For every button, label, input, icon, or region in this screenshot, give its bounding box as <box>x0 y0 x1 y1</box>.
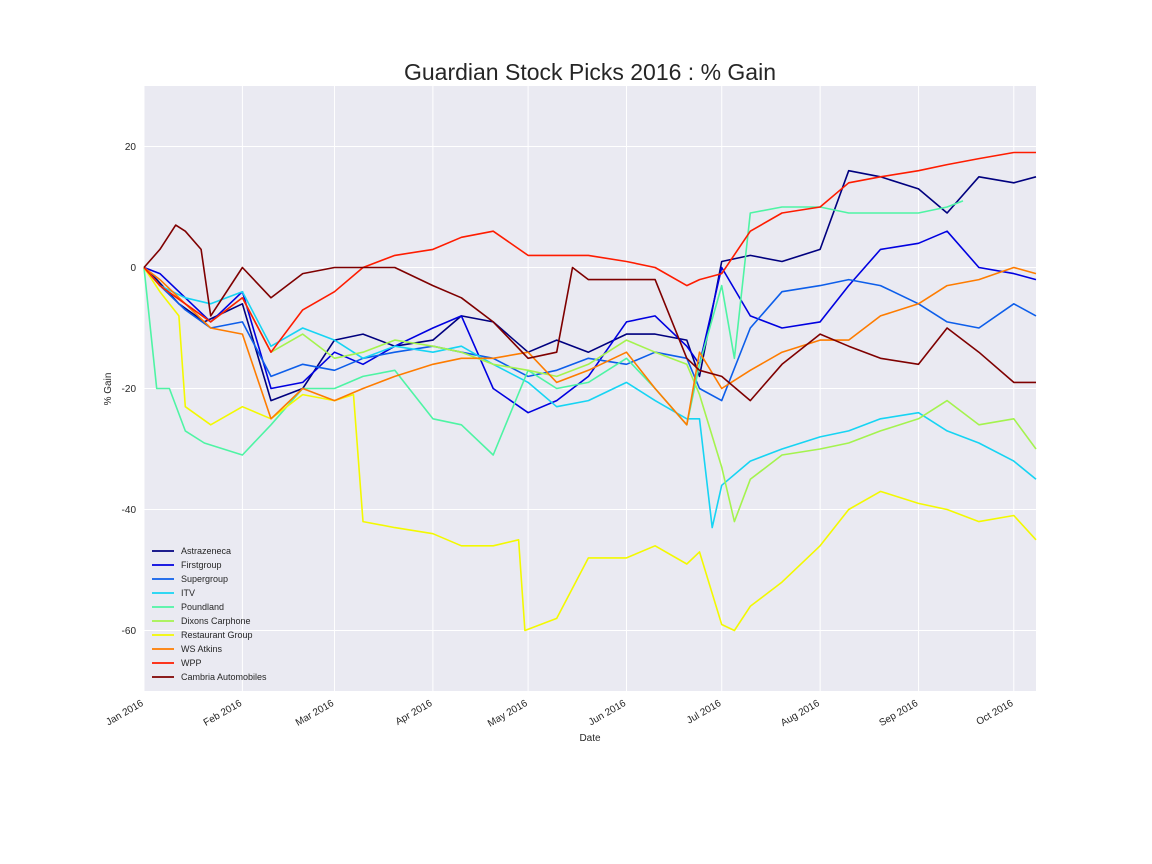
legend-label-poundland: Poundland <box>181 602 224 612</box>
y-tick-label: -20 <box>122 384 137 395</box>
x-tick-label: Oct 2016 <box>975 698 1016 728</box>
x-tick-label: Mar 2016 <box>294 698 336 729</box>
x-tick-label: Sep 2016 <box>877 698 920 729</box>
legend-label-itv: ITV <box>181 588 195 598</box>
legend-label-cambria-automobiles: Cambria Automobiles <box>181 672 267 682</box>
y-tick-label: 20 <box>125 142 137 153</box>
chart-title: Guardian Stock Picks 2016 : % Gain <box>404 59 776 85</box>
series-line-cambria-automobiles <box>143 224 1036 402</box>
x-tick-label: Jun 2016 <box>587 698 629 728</box>
y-tick-label: -60 <box>122 626 137 637</box>
series-line-itv <box>143 266 1037 529</box>
x-tick-label: May 2016 <box>486 698 530 730</box>
legend-label-astrazeneca: Astrazeneca <box>181 546 231 556</box>
x-tick-label: Jul 2016 <box>685 698 724 727</box>
legend-label-dixons-carphone: Dixons Carphone <box>181 616 251 626</box>
series-line-supergroup <box>143 266 1037 402</box>
x-tick-label: Jan 2016 <box>104 698 146 728</box>
y-axis-label: % Gain <box>103 373 114 406</box>
y-tick-label: -40 <box>122 505 137 516</box>
series-line-ws-atkins <box>143 266 1037 426</box>
series-line-restaurant-group <box>143 267 1037 632</box>
series-line-dixons-carphone <box>143 266 1037 523</box>
legend-label-supergroup: Supergroup <box>181 574 228 584</box>
legend-label-firstgroup: Firstgroup <box>181 560 222 570</box>
x-tick-label: Aug 2016 <box>779 698 822 729</box>
x-axis-label: Date <box>579 733 601 744</box>
legend-label-wpp: WPP <box>181 658 202 668</box>
legend: Astrazeneca Firstgroup Supergroup ITV Poundl… <box>152 546 267 682</box>
y-tick-label: 0 <box>130 263 136 274</box>
grid <box>143 86 1036 691</box>
legend-label-ws-atkins: WS Atkins <box>181 644 223 654</box>
legend-label-restaurant-group: Restaurant Group <box>181 630 253 640</box>
series-line-wpp <box>143 151 1036 354</box>
series-line-firstgroup <box>143 230 1037 414</box>
x-tick-label: Feb 2016 <box>202 698 244 729</box>
series-lines <box>143 151 1037 632</box>
x-tick-label: Apr 2016 <box>394 698 435 728</box>
